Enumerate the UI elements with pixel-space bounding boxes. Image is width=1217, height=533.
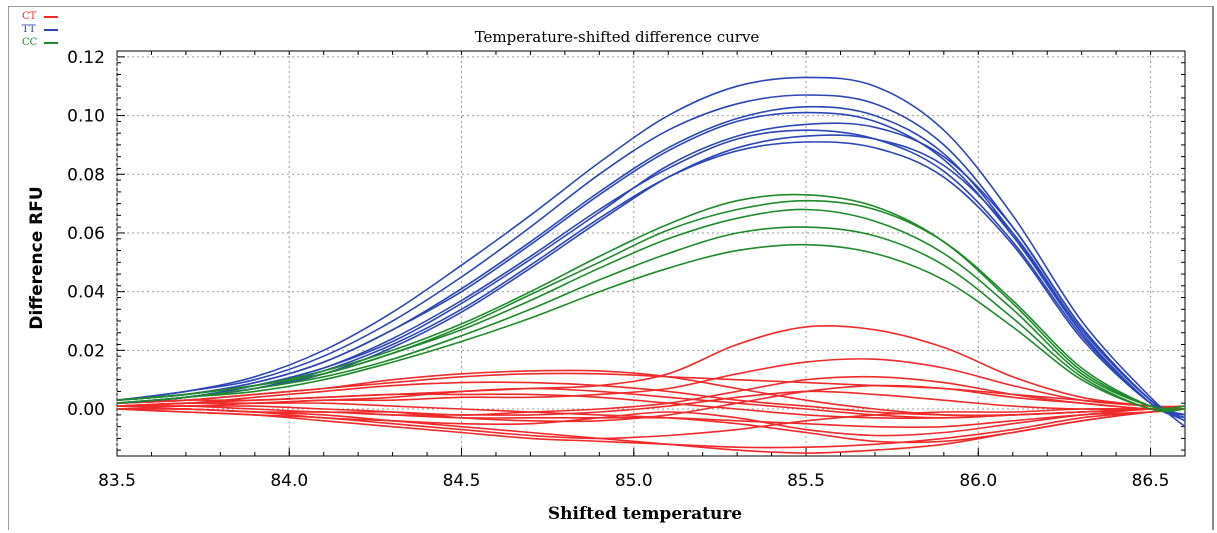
series-line-tt <box>116 76 1186 428</box>
series-line-ct <box>117 384 1186 423</box>
legend-swatch-ct <box>44 15 58 18</box>
y-tick-label: 0.10 <box>67 107 105 127</box>
plot-area <box>116 50 1186 457</box>
chart-title: Temperature-shifted difference curve <box>475 28 760 46</box>
series-line-cc <box>116 243 1186 412</box>
y-axis-label: Difference RFU <box>27 186 47 329</box>
series-line-tt <box>116 134 1186 416</box>
x-tick-label: 84.5 <box>443 471 481 491</box>
y-tick-labels: 0.00 0.02 0.04 0.06 0.08 0.10 0.12 <box>67 48 105 420</box>
x-tick-label: 86.5 <box>1132 471 1170 491</box>
series-line-tt <box>116 105 1186 419</box>
series-line-ct <box>116 402 1186 444</box>
legend-item-ct: CT <box>22 10 58 23</box>
series-line-ct <box>116 369 1186 417</box>
y-tick-label: 0.06 <box>67 224 105 244</box>
y-tick-label: 0.08 <box>67 165 105 185</box>
series-line-cc <box>116 193 1186 410</box>
minor-ticks <box>116 50 1186 456</box>
y-tick-label: 0.02 <box>67 341 105 361</box>
series-line-tt <box>116 129 1186 416</box>
y-tick-label: 0.12 <box>67 48 105 68</box>
legend-label-cc: CC <box>22 37 38 48</box>
chart-frame <box>8 6 1214 530</box>
series-layer <box>116 76 1186 454</box>
legend-item-cc: CC <box>22 36 58 49</box>
x-tick-label: 85.5 <box>787 471 825 491</box>
series-line-cc <box>116 199 1186 411</box>
legend: CT TT CC <box>22 10 58 49</box>
x-tick-label: 83.5 <box>98 471 136 491</box>
x-tick-label: 84.0 <box>270 471 308 491</box>
x-axis-label: Shifted temperature <box>548 504 742 524</box>
series-line-tt <box>116 122 1186 419</box>
legend-label-tt: TT <box>22 24 36 35</box>
grid-y <box>117 56 1185 410</box>
y-tick-label: 0.00 <box>67 400 105 420</box>
series-line-tt <box>116 111 1186 419</box>
y-tick-label: 0.04 <box>67 283 105 303</box>
x-tick-label: 85.0 <box>615 471 653 491</box>
legend-swatch-tt <box>44 28 58 31</box>
series-line-ct <box>116 375 1186 416</box>
series-line-cc <box>116 226 1186 413</box>
legend-item-tt: TT <box>22 23 58 36</box>
x-tick-label: 86.0 <box>959 471 997 491</box>
x-tick-labels: 83.5 84.0 84.5 85.0 85.5 86.0 86.5 <box>98 471 1169 491</box>
series-line-ct <box>116 408 1185 440</box>
legend-swatch-cc <box>44 41 58 44</box>
legend-label-ct: CT <box>22 11 37 22</box>
